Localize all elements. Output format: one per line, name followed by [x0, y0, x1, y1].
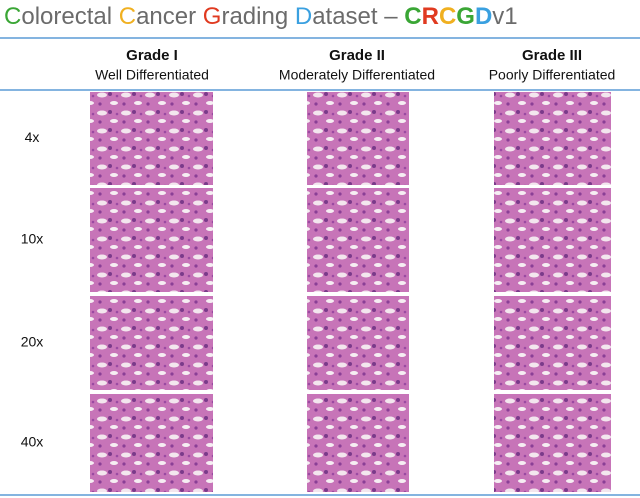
- title-part: C: [439, 3, 456, 30]
- title-part: C: [404, 3, 421, 30]
- column-description: Well Differentiated: [95, 67, 209, 83]
- tissue-image: [494, 92, 611, 185]
- title-part: ancer: [136, 3, 203, 30]
- tissue-image: [90, 188, 213, 292]
- tissue-image: [307, 296, 409, 390]
- title-part: D: [295, 3, 312, 30]
- row-label: 40x: [21, 434, 44, 450]
- tissue-image: [494, 188, 611, 292]
- tissue-image: [307, 394, 409, 492]
- row-label: 20x: [21, 334, 44, 350]
- title-part: C: [4, 3, 21, 30]
- column-grade: Grade I: [126, 47, 178, 64]
- title-part: G: [203, 3, 222, 30]
- title-part: olorectal: [21, 3, 118, 30]
- title-part: G: [456, 3, 475, 30]
- column-grade: Grade III: [522, 47, 582, 64]
- title-part: R: [422, 3, 439, 30]
- tissue-image: [307, 92, 409, 185]
- title-part: D: [475, 3, 492, 30]
- tissue-image: [90, 92, 213, 185]
- column-description: Poorly Differentiated: [489, 67, 616, 83]
- title-part: rading: [221, 3, 294, 30]
- tissue-image: [494, 394, 611, 492]
- row-label: 4x: [25, 129, 40, 145]
- tissue-image: [90, 296, 213, 390]
- column-description: Moderately Differentiated: [279, 67, 435, 83]
- title-part: ataset –: [312, 3, 404, 30]
- row-label: 10x: [21, 231, 44, 247]
- tissue-image: [90, 394, 213, 492]
- title: Colorectal Cancer Grading Dataset – CRCG…: [4, 3, 518, 30]
- column-grade: Grade II: [329, 47, 385, 64]
- title-part: v1: [492, 3, 517, 30]
- tissue-image: [494, 296, 611, 390]
- tissue-image: [307, 188, 409, 292]
- title-part: C: [119, 3, 136, 30]
